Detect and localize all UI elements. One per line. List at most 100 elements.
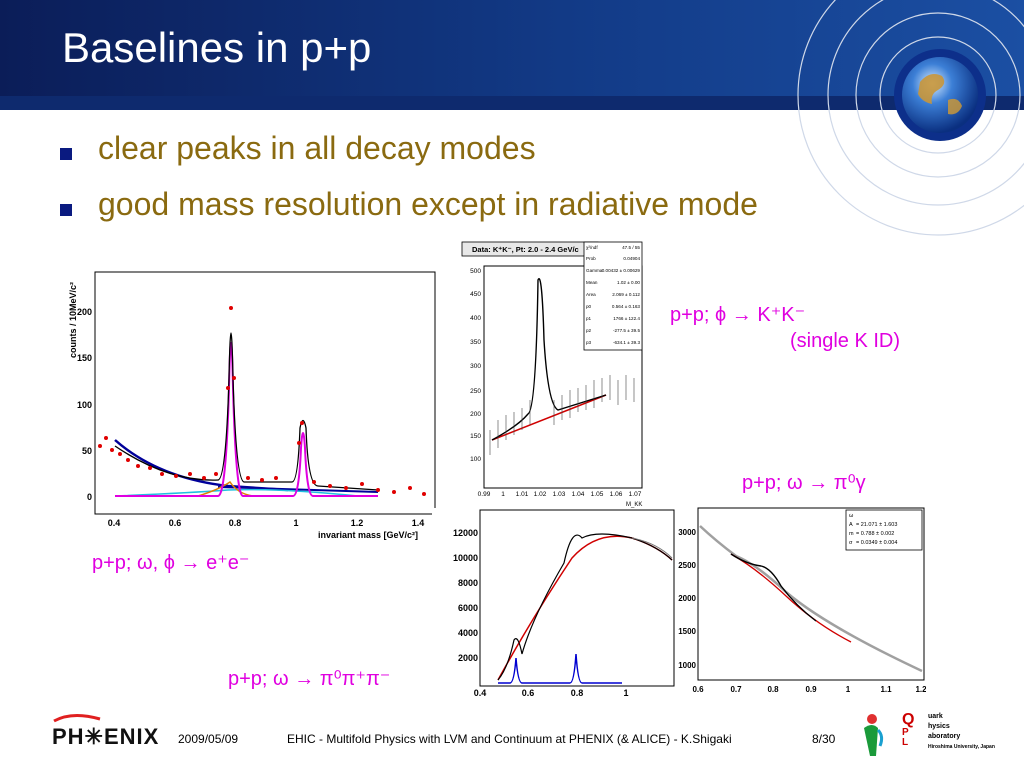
kk-ytick: 250 xyxy=(470,388,481,395)
kk-stat-val: 1766 ± 122.4 xyxy=(613,316,640,321)
pi3-ytick: 8000 xyxy=(458,578,478,588)
gamma-ytick: 2500 xyxy=(678,561,696,570)
kk-data-points xyxy=(489,375,635,455)
kk-xlabel: M_KK xyxy=(626,502,642,508)
gamma-stat-key: m xyxy=(849,531,854,537)
kk-ytick: 350 xyxy=(470,339,481,346)
kk-stat-val: 2.069 ± 0.112 xyxy=(612,292,640,297)
svg-text:P: P xyxy=(902,727,909,738)
globe-icon xyxy=(797,0,1024,236)
pi3-caption: p+p; ω → π⁰π⁺π⁻ xyxy=(228,666,391,691)
svg-text:L: L xyxy=(902,737,908,746)
ee-ytick: 50 xyxy=(82,446,92,456)
kk-xtick: 1.05 xyxy=(591,491,604,498)
kk-stat-key: p3 xyxy=(586,340,592,345)
kk-stat-key: p0 xyxy=(586,304,592,309)
kk-xtick: 1.03 xyxy=(553,491,566,498)
gamma-stat-val: = 21.071 ± 1.603 xyxy=(856,522,897,528)
phenix-swoosh-icon xyxy=(53,714,101,723)
pi3-xtick: 0.8 xyxy=(571,688,584,698)
kk-ytick: 300 xyxy=(470,363,481,370)
kk-stat-key: Mean xyxy=(586,280,598,285)
ee-xtick: 1.2 xyxy=(351,518,364,528)
gamma-ytick: 3000 xyxy=(678,528,696,537)
kk-ytick: 150 xyxy=(470,433,481,440)
kk-mass-plot: Data: K⁺K⁻, Pt: 2.0 - 2.4 GeV/c 100 150 … xyxy=(458,240,646,508)
ee-ytick: 150 xyxy=(77,353,92,363)
kk-xtick: 0.99 xyxy=(478,491,491,498)
gamma-stat-key: σ xyxy=(849,540,853,546)
ee-ytick: 100 xyxy=(77,400,92,410)
gamma-xtick: 1.2 xyxy=(915,685,926,694)
ee-xtick: 1 xyxy=(293,518,298,528)
gamma-stats-box: ω A = 21.071 ± 1.603 m = 0.788 ± 0.002 σ = … xyxy=(849,513,897,546)
kk-ytick: 400 xyxy=(470,315,481,322)
gamma-xtick: 0.9 xyxy=(805,685,817,694)
svg-text:Q: Q xyxy=(902,712,914,728)
kk-xtick: 1.02 xyxy=(534,491,547,498)
pi3-xtick: 0.4 xyxy=(474,688,487,698)
gamma-xtick: 1 xyxy=(846,685,851,694)
ee-data-points xyxy=(98,306,426,496)
ee-xlabel: invariant mass [GeV/c²] xyxy=(318,530,418,540)
gamma-stat-val: ω xyxy=(849,513,854,519)
kk-stat-key: p2 xyxy=(586,328,592,333)
gamma-stat-val: = 0.788 ± 0.002 xyxy=(856,531,894,537)
header-bar xyxy=(0,0,1024,100)
kk-xtick: 1.01 xyxy=(516,491,529,498)
kk-stat-key: p1 xyxy=(586,316,592,321)
ee-mass-plot: counts / 10MeV/c² 0 50 100 150 200 0.4 0… xyxy=(68,268,438,540)
kk-caption-note: (single K ID) xyxy=(790,330,901,352)
kk-stat-val: 0.564 ± 0.163 xyxy=(612,304,641,309)
gamma-ytick: 1000 xyxy=(678,661,696,670)
kk-stat-key: Prob xyxy=(586,256,596,261)
kk-stat-val: 0.00432 ± 0.00629 xyxy=(602,268,641,273)
footer-date: 2009/05/09 xyxy=(178,732,239,746)
footer-page-number: 8/30 xyxy=(812,732,836,746)
pi3-ytick: 12000 xyxy=(453,528,478,538)
pi3-xtick: 0.6 xyxy=(522,688,535,698)
ee-ytick: 0 xyxy=(87,492,92,502)
kk-xtick: 1.04 xyxy=(572,491,585,498)
kk-stats-box: χ²/ndf 47.5 / 55 Prob 0.04904 Gamma 0.00432… xyxy=(586,245,640,345)
gamma-xtick: 1.1 xyxy=(880,685,892,694)
kk-xtick: 1.06 xyxy=(610,491,623,498)
pi3-ytick: 6000 xyxy=(458,603,478,613)
pi3-ytick: 2000 xyxy=(458,653,478,663)
gamma-ytick: 1500 xyxy=(678,627,696,636)
footer-text: EHIC - Multifold Physics with LVM and Co… xyxy=(287,732,732,746)
header-underline xyxy=(0,96,1024,110)
kk-ytick: 500 xyxy=(470,268,481,275)
kk-stat-val: 0.04904 xyxy=(623,256,640,261)
kk-stat-val: -634.1 ± 39.3 xyxy=(613,340,640,345)
kk-stat-key: Area xyxy=(586,292,596,297)
ee-xtick: 1.4 xyxy=(412,518,425,528)
kk-ytick: 100 xyxy=(470,456,481,463)
slide-title: Baselines in p+p xyxy=(62,24,372,71)
ee-caption: p+p; ω, ϕ → e⁺e⁻ xyxy=(92,552,250,574)
gamma-ytick: 2000 xyxy=(678,594,696,603)
gamma-caption: p+p; ω → π⁰γ xyxy=(742,472,866,494)
ee-yticks: 0 50 100 150 200 xyxy=(77,307,92,502)
kk-header: Data: K⁺K⁻, Pt: 2.0 - 2.4 GeV/c xyxy=(472,245,579,254)
kk-stat-key: χ²/ndf xyxy=(586,245,598,250)
gamma-xtick: 0.7 xyxy=(730,685,742,694)
pi3-xtick: 1 xyxy=(623,688,628,698)
gamma-stat-key: A xyxy=(849,522,853,528)
bullet-square-icon xyxy=(60,148,72,160)
kk-stat-key: Gamma xyxy=(586,268,603,273)
pi3-ytick: 4000 xyxy=(458,628,478,638)
hiroshima-logo-icon xyxy=(864,714,884,756)
kk-stat-val: 47.5 / 55 xyxy=(622,245,640,250)
ee-xtick: 0.6 xyxy=(169,518,182,528)
gamma-xtick: 0.6 xyxy=(692,685,704,694)
kk-ytick: 200 xyxy=(470,411,481,418)
qpl-text: uark hysics aboratory Hiroshima Universi… xyxy=(928,713,995,750)
phenix-logo: PH✳ENIX xyxy=(52,724,160,749)
kk-stat-val: 1.02 ± 0.00 xyxy=(617,280,640,285)
ee-xtick: 0.4 xyxy=(108,518,121,528)
pi3-mass-plot: 2000 4000 6000 8000 10000 12000 0.4 0.6 … xyxy=(432,508,676,704)
gamma-xtick: 0.8 xyxy=(767,685,779,694)
ee-ylabel: counts / 10MeV/c² xyxy=(68,282,78,358)
gamma-stat-val: = 0.0349 ± 0.004 xyxy=(856,540,897,546)
